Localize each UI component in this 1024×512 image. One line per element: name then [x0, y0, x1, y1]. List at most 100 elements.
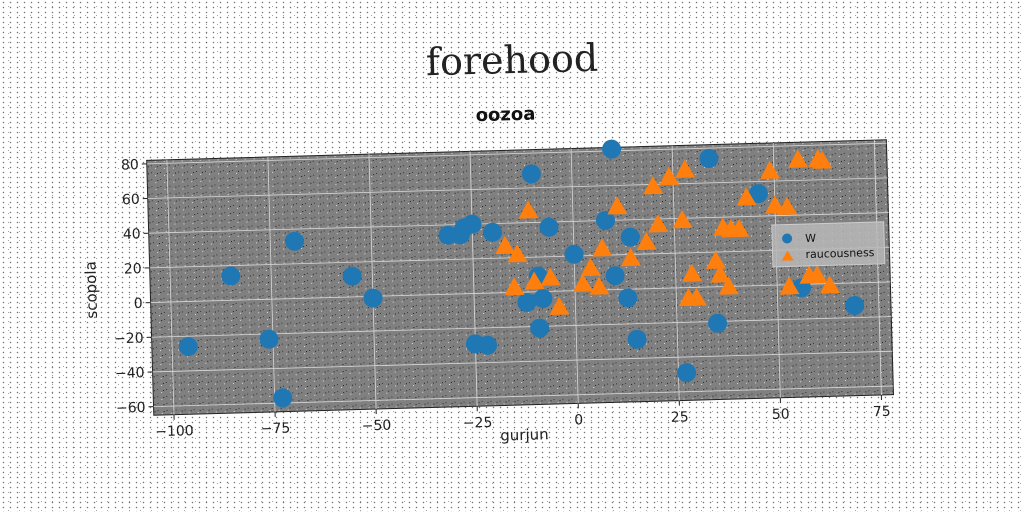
y-tick-label: 20: [124, 261, 142, 277]
data-point-W: [620, 227, 640, 247]
y-tick-label: −40: [115, 365, 145, 382]
data-point-raucousness: [495, 235, 516, 255]
grid-line-x: [469, 151, 478, 407]
data-point-W: [602, 139, 622, 159]
grid-line-y: [146, 142, 887, 165]
data-point-raucousness: [706, 250, 727, 270]
data-point-W: [564, 244, 584, 264]
x-axis-label: gurjun: [500, 425, 549, 444]
data-point-W: [748, 184, 768, 204]
y-tick-label: 40: [123, 226, 141, 242]
data-point-W: [483, 222, 503, 242]
grid-line-x: [570, 148, 579, 404]
data-point-W: [273, 388, 293, 408]
data-point-W: [517, 292, 537, 312]
data-point-W: [342, 266, 362, 286]
y-tick-label: 60: [122, 192, 140, 208]
data-point-W: [845, 295, 865, 315]
legend-label-raucousness: raucousness: [805, 246, 875, 261]
legend-marker-raucousness: [781, 250, 794, 261]
data-point-raucousness: [643, 176, 664, 195]
data-point-raucousness: [777, 196, 798, 215]
data-point-W: [221, 266, 241, 286]
data-point-W: [178, 337, 198, 357]
data-point-W: [530, 318, 550, 338]
grid-line-x: [873, 140, 882, 395]
data-point-W: [595, 210, 615, 230]
data-point-W: [363, 288, 383, 308]
data-point-raucousness: [648, 214, 669, 233]
y-axis-label: scopola: [81, 261, 101, 319]
data-point-raucousness: [592, 238, 613, 257]
data-point-W: [618, 288, 638, 308]
data-point-raucousness: [718, 276, 739, 295]
data-point-raucousness: [507, 244, 528, 263]
legend: W raucousness: [771, 221, 886, 268]
grid-line-x: [166, 159, 175, 415]
data-point-W: [478, 335, 498, 355]
data-point-W: [605, 266, 625, 286]
data-point-raucousness: [682, 263, 703, 282]
grid-line-x: [267, 156, 276, 412]
grid-line-y: [147, 177, 888, 199]
data-point-raucousness: [659, 167, 680, 186]
data-point-raucousness: [819, 275, 840, 294]
data-point-W: [533, 289, 553, 309]
data-point-raucousness: [765, 195, 786, 214]
data-point-raucousness: [807, 265, 828, 284]
data-point-W: [462, 214, 482, 234]
data-point-raucousness: [589, 276, 610, 295]
x-tick-label: 75: [873, 404, 891, 420]
data-point-raucousness: [540, 267, 561, 286]
data-point-raucousness: [580, 257, 601, 276]
x-tick-label: −75: [261, 420, 291, 437]
x-tick-label: −100: [155, 423, 194, 440]
axis-ticks: −100 −75 −50 −25 0 25 50 75 −60 −40 −20 0 20 40 60 80: [114, 157, 891, 440]
data-point-raucousness: [607, 196, 628, 215]
x-tick-label: 50: [772, 407, 790, 423]
data-point-raucousness: [504, 277, 525, 296]
data-point-raucousness: [760, 160, 781, 180]
data-point-raucousness: [710, 264, 731, 283]
data-point-raucousness: [812, 150, 833, 169]
data-point-raucousness: [686, 287, 707, 307]
data-point-raucousness: [524, 271, 545, 290]
data-point-W: [708, 313, 728, 333]
data-point-raucousness: [729, 218, 750, 238]
data-point-raucousness: [736, 187, 757, 206]
y-tick-label: −20: [114, 330, 144, 347]
grid-line-y: [148, 212, 889, 234]
data-point-raucousness: [636, 231, 657, 251]
data-point-raucousness: [518, 200, 539, 219]
grid-line-x: [772, 142, 781, 398]
data-point-raucousness: [549, 296, 570, 316]
data-point-W: [285, 231, 305, 251]
x-tick-label: 25: [671, 409, 689, 425]
data-point-raucousness: [779, 276, 800, 295]
data-point-W: [539, 217, 559, 237]
data-point-raucousness: [672, 210, 693, 229]
data-point-raucousness: [675, 159, 696, 178]
grid-line-y: [152, 350, 893, 373]
data-point-W: [677, 363, 697, 383]
chart-title: oozoa: [475, 104, 535, 127]
data-point-W: [259, 329, 279, 349]
data-point-raucousness: [788, 149, 809, 168]
x-tick-label: −50: [362, 418, 392, 435]
data-point-raucousness: [620, 247, 641, 267]
legend-marker-W: [782, 233, 793, 244]
y-tick-label: −60: [116, 400, 146, 417]
legend-box: [771, 221, 886, 268]
grid-line-x: [368, 154, 377, 410]
y-tick-label: 0: [134, 296, 143, 312]
legend-label-W: W: [805, 232, 816, 245]
data-point-W: [521, 164, 541, 184]
data-points: [178, 139, 865, 408]
data-point-W: [627, 329, 647, 349]
x-tick-label: −25: [463, 415, 493, 432]
x-tick-label: 0: [574, 412, 583, 428]
data-point-W: [699, 149, 719, 169]
grid-line-x: [671, 145, 680, 401]
data-point-raucousness: [573, 273, 594, 292]
